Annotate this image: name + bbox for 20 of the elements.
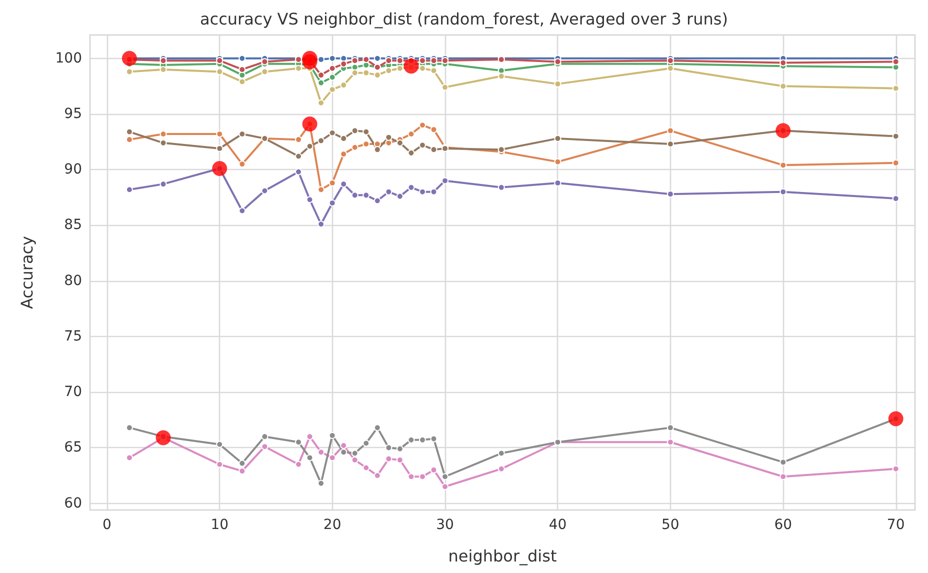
x-tick-label: 30 (436, 517, 454, 533)
x-tick-label: 50 (662, 517, 680, 533)
y-tick-label: 100 (55, 50, 82, 66)
y-tick-label: 85 (64, 217, 82, 234)
y-tick-label: 75 (64, 328, 82, 344)
y-tick-label: 95 (64, 106, 82, 122)
y-tick-label: 70 (64, 384, 82, 400)
x-tick-label: 10 (210, 517, 229, 533)
x-tick-label: 60 (774, 517, 792, 533)
chart-title: accuracy VS neighbor_dist (random_forest, Averaged over 3 runs) (200, 10, 728, 28)
x-tick-label: 0 (102, 517, 112, 533)
x-axis-title: neighbor_dist (448, 546, 557, 566)
y-axis-title: Accuracy (18, 236, 36, 310)
y-tick-label: 90 (64, 162, 82, 178)
y-tick-label: 80 (64, 272, 82, 289)
x-tick-label: 20 (323, 517, 342, 533)
y-tick-label: 60 (64, 495, 82, 512)
x-tick-label: 40 (548, 517, 567, 533)
x-tick-label: 70 (886, 517, 905, 533)
y-tick-label: 65 (64, 440, 82, 456)
